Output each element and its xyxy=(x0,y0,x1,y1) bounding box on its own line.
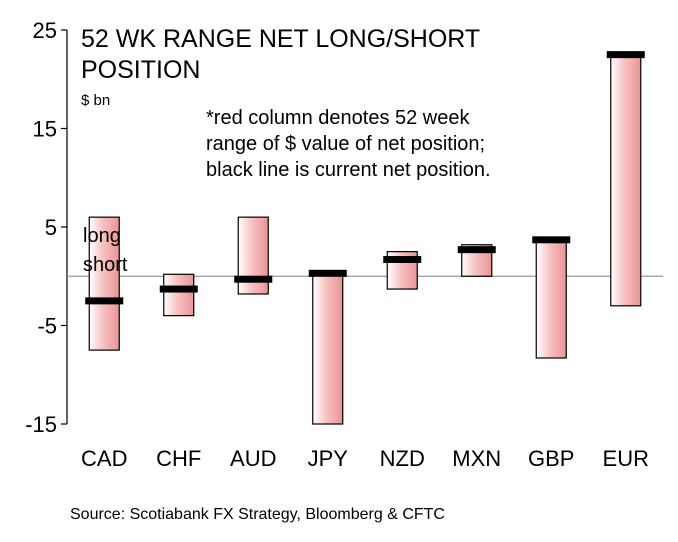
current-marker-gbp xyxy=(532,236,571,244)
source-note: Source: Scotiabank FX Strategy, Bloomber… xyxy=(70,506,445,523)
category-label-nzd: NZD xyxy=(380,446,425,471)
range-bars xyxy=(85,51,645,425)
category-label-mxn: MXN xyxy=(452,446,501,471)
current-marker-eur xyxy=(606,51,645,59)
current-marker-chf xyxy=(159,285,198,293)
category-label-gbp: GBP xyxy=(528,446,574,471)
y-tick-label: -15 xyxy=(25,412,57,437)
range-bar-chf xyxy=(163,273,195,317)
chart-labels: CAD CHF AUD JPY NZD MXN GBP EUR xyxy=(81,446,649,471)
current-marker-jpy xyxy=(308,269,347,277)
y-tick-label: 15 xyxy=(33,117,57,142)
note-line-1: *red column denotes 52 week xyxy=(206,107,470,129)
y-tick-label: -5 xyxy=(37,314,57,339)
long-label: long xyxy=(83,225,121,247)
range-bar-jpy xyxy=(312,272,344,425)
note-line-3: black line is current net position. xyxy=(206,159,491,181)
current-marker-nzd xyxy=(383,256,422,264)
range-bar-eur xyxy=(610,54,642,307)
category-label-aud: AUD xyxy=(230,446,276,471)
range-bar-cad xyxy=(88,216,120,351)
category-label-cad: CAD xyxy=(81,446,127,471)
chart-title-line-2: POSITION xyxy=(81,56,200,84)
short-label: short xyxy=(83,254,128,276)
y-tick-label: 25 xyxy=(33,18,57,43)
y-tick-label: 5 xyxy=(45,215,57,240)
category-label-jpy: JPY xyxy=(308,446,349,471)
unit-label: $ bn xyxy=(81,92,110,109)
current-marker-mxn xyxy=(457,246,496,254)
category-label-chf: CHF xyxy=(156,446,201,471)
range-bar-gbp xyxy=(535,238,567,359)
chart-title-line-1: 52 WK RANGE NET LONG/SHORT xyxy=(81,25,480,53)
note-line-2: range of $ value of net position; xyxy=(206,133,485,155)
category-label-eur: EUR xyxy=(603,446,649,471)
current-marker-aud xyxy=(234,275,273,283)
y-axis: 25 15 5 -5 -15 xyxy=(25,18,663,437)
current-marker-cad xyxy=(85,297,124,305)
